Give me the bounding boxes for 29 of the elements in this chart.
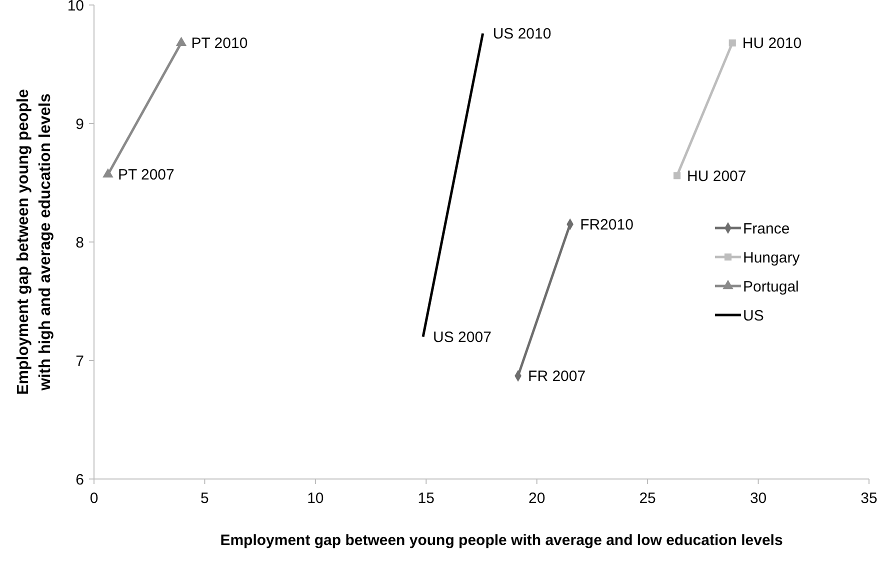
x-tick-label: 10 <box>307 490 324 507</box>
x-tick-label: 20 <box>528 490 546 507</box>
annotation: FR2010 <box>580 216 634 234</box>
x-tick-label: 35 <box>860 490 878 507</box>
annotation: PT 2007 <box>118 166 174 184</box>
y-tick-label: 10 <box>67 0 84 14</box>
y-tick-label: 6 <box>76 471 84 488</box>
y-tick-label: 8 <box>76 234 84 252</box>
y-tick-label: 7 <box>76 352 84 370</box>
annotation: US 2007 <box>433 329 492 346</box>
annotation: PT 2010 <box>191 35 248 52</box>
annotation: FR 2007 <box>528 368 586 386</box>
annotation: HU 2007 <box>687 168 746 185</box>
annotation: US 2010 <box>492 26 552 43</box>
legend-label: France <box>743 220 790 238</box>
x-axis-title: Employment gap between young people with average and low education levels <box>220 532 783 549</box>
legend-label: Hungary <box>743 249 800 266</box>
point <box>673 172 681 180</box>
x-tick-label: 5 <box>200 490 209 507</box>
x-tick-label: 0 <box>90 490 98 507</box>
y-tick-label: 9 <box>76 116 84 133</box>
x-tick-label: 25 <box>639 490 656 507</box>
legend-label: US <box>743 307 764 324</box>
x-tick-label: 15 <box>418 490 434 507</box>
annotation: HU 2010 <box>742 35 802 52</box>
point <box>728 39 736 46</box>
y-axis-title: Employment gap between young people with high and average education levels <box>15 88 54 395</box>
x-tick-label: 30 <box>750 490 767 507</box>
legend-label: Portugal <box>743 278 799 296</box>
